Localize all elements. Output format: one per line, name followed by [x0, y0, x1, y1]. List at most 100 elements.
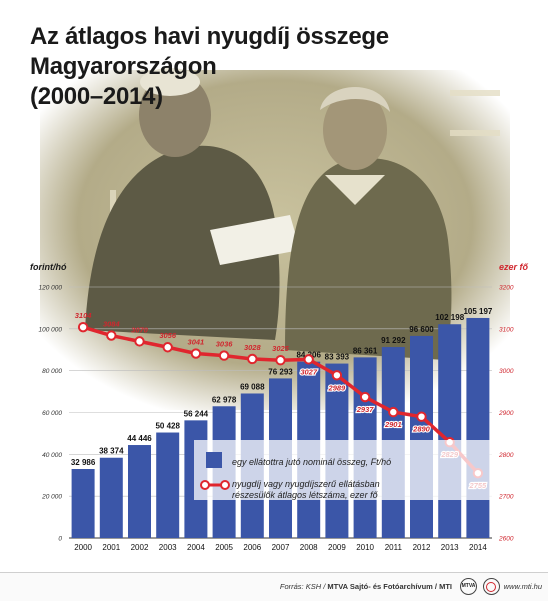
- right-tick-label: 2700: [498, 494, 514, 501]
- legend-background: [194, 440, 494, 500]
- title-line-1: Az átlagos havi nyugdíj összege Magyaror…: [30, 23, 389, 80]
- left-tick-label: 100 000: [39, 326, 63, 333]
- x-tick-label: 2006: [243, 543, 261, 552]
- population-point-label: 3027: [300, 367, 318, 376]
- population-point: [247, 353, 258, 365]
- bar-value-label: 38 374: [99, 447, 124, 456]
- x-tick-label: 2005: [215, 543, 233, 552]
- population-point: [218, 350, 230, 361]
- source-credit: Forrás: KSH / MTVA Sajtó- és Fotóarchívu…: [280, 582, 452, 591]
- bar: [438, 324, 462, 538]
- right-tick-label: 3000: [499, 368, 514, 375]
- population-point: [275, 355, 286, 366]
- footer: Forrás: KSH / MTVA Sajtó- és Fotóarchívu…: [0, 572, 548, 601]
- bar: [466, 317, 490, 538]
- left-tick-label: 60 000: [42, 410, 62, 417]
- x-tick-label: 2014: [469, 543, 487, 552]
- bar: [410, 335, 433, 538]
- x-axis-labels: 2000 2001 2002 2003 2004 2005 2006 2007 2008 2009…: [74, 543, 487, 552]
- legend-bar-swatch: [206, 452, 222, 468]
- population-point-label: 3070: [131, 325, 149, 334]
- left-tick-label: 120 000: [39, 285, 63, 292]
- bar-value-label: 105 197: [463, 307, 492, 316]
- population-point-label: 2890: [412, 425, 431, 434]
- mti-logo: [483, 578, 500, 595]
- bar-value-label: 62 978: [212, 395, 237, 404]
- population-point: [303, 354, 314, 365]
- x-tick-label: 2011: [385, 543, 403, 552]
- right-tick-label: 3200: [499, 285, 514, 292]
- x-tick-label: 2003: [159, 543, 177, 552]
- x-tick-label: 2001: [102, 543, 120, 552]
- legend-line-marker: [200, 480, 210, 490]
- left-tick-label: 0: [58, 536, 62, 543]
- x-tick-label: 2009: [328, 543, 346, 552]
- bar: [99, 457, 123, 538]
- x-tick-label: 2010: [356, 543, 374, 552]
- right-tick-label: 3100: [499, 326, 514, 333]
- right-axis-title: ezer fő: [499, 262, 529, 272]
- population-point: [106, 330, 117, 341]
- bar-value-label: 69 088: [240, 382, 265, 391]
- population-point-label: 2937: [356, 405, 375, 414]
- legend-line-marker: [220, 480, 230, 490]
- population-point: [388, 406, 399, 418]
- mtva-logo: MTVA: [460, 578, 477, 595]
- left-tick-label: 40 000: [42, 452, 62, 459]
- x-tick-label: 2007: [272, 543, 290, 552]
- right-tick-label: 2900: [498, 410, 514, 417]
- bar-value-label: 56 244: [184, 409, 209, 418]
- bar-value-label: 83 393: [325, 353, 350, 362]
- population-point-label: 3084: [103, 320, 121, 329]
- population-point: [331, 370, 343, 381]
- x-tick-label: 2002: [131, 543, 149, 552]
- axes: 0 20 000 40 000 60 000 80 000 100 000 120 000 2…: [30, 262, 529, 543]
- x-tick-label: 2013: [441, 543, 459, 552]
- chart: 0 20 000 40 000 60 000 80 000 100 000 120 000 2…: [30, 262, 529, 552]
- x-tick-label: 2000: [74, 543, 92, 552]
- title-line-2: (2000–2014): [30, 83, 163, 110]
- population-point: [190, 348, 202, 359]
- source-agency: MTVA Sajtó- és Fotóarchívum / MTI: [327, 582, 452, 591]
- x-tick-label: 2008: [300, 543, 318, 552]
- x-tick-label: 2012: [413, 543, 431, 552]
- right-tick-label: 2800: [498, 452, 514, 459]
- population-point-label: 3056: [159, 331, 177, 340]
- population-line: [77, 321, 484, 479]
- bar-value-label: 102 198: [435, 313, 464, 322]
- legend-bar-label: egy ellátottra jutó nominál összeg, Ft/h…: [232, 457, 391, 467]
- bar: [128, 445, 151, 538]
- bar-value-label: 50 428: [155, 422, 180, 431]
- bar-value-label: 32 986: [71, 458, 96, 467]
- bar-value-label: 86 361: [353, 346, 378, 355]
- x-tick-label: 2004: [187, 543, 205, 552]
- legend: egy ellátottra jutó nominál összeg, Ft/h…: [194, 440, 494, 500]
- bar-value-label: 96 600: [409, 325, 434, 334]
- left-tick-label: 20 000: [41, 494, 62, 501]
- population-point-label: 3028: [244, 343, 262, 352]
- left-tick-label: 80 000: [42, 368, 62, 375]
- bar: [71, 469, 95, 538]
- population-point: [416, 411, 427, 422]
- population-point: [77, 321, 89, 333]
- population-point-label: 3025: [272, 344, 290, 353]
- population-point-label: 2901: [384, 420, 402, 429]
- bar-value-label: 91 292: [381, 336, 406, 345]
- population-point: [162, 342, 173, 353]
- legend-line-label-1: nyugdíj vagy nyugdíjszerű ellátásban: [232, 479, 380, 489]
- legend-line-label-2: részesülők átlagos létszáma, ezer fő: [232, 490, 379, 500]
- population-point-label: 2989: [328, 383, 347, 392]
- page-title: Az átlagos havi nyugdíj összege Magyaror…: [30, 22, 530, 112]
- source-prefix: Forrás: KSH /: [279, 582, 328, 591]
- right-tick-label: 2600: [498, 536, 514, 543]
- population-point-label: 3036: [216, 340, 234, 349]
- population-point: [134, 336, 145, 347]
- website-link[interactable]: www.mti.hu: [503, 582, 542, 591]
- left-axis-title: forint/hó: [30, 262, 67, 272]
- population-point-label: 3041: [188, 338, 205, 347]
- bar: [156, 432, 180, 538]
- bar-value-label: 76 293: [268, 367, 293, 376]
- population-point-label: 3104: [75, 311, 93, 320]
- bar-value-label: 44 446: [127, 434, 152, 443]
